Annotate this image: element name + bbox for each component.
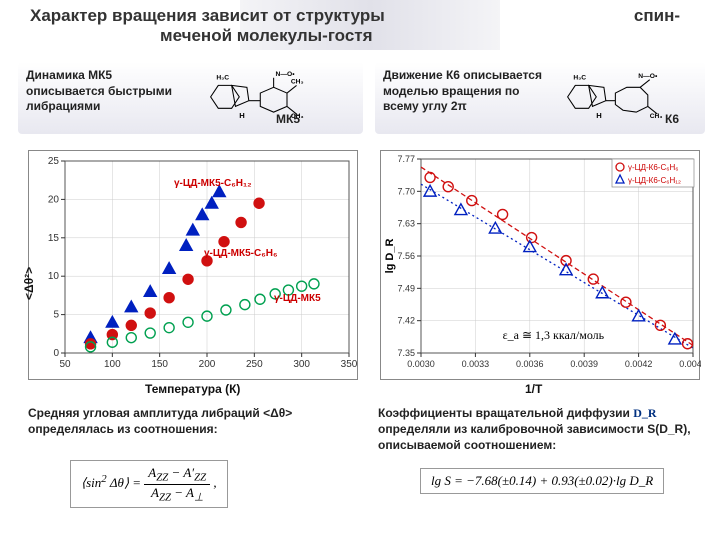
title-line1: Характер вращения зависит от структуры — [30, 6, 385, 25]
desc-box-k6: Движение К6 описывается моделью вращения… — [375, 62, 705, 134]
svg-text:γ-ЦД-МК5-C₆H₆: γ-ЦД-МК5-C₆H₆ — [204, 248, 278, 259]
svg-text:0.0033: 0.0033 — [462, 359, 490, 369]
desc-box-mk5: Динамика МК5 описывается быстрыми либрац… — [18, 62, 363, 134]
desc-k6-text: Движение К6 описывается моделью вращения… — [383, 68, 553, 115]
svg-text:20: 20 — [48, 194, 60, 205]
svg-text:0.0036: 0.0036 — [516, 359, 544, 369]
bottom-text-1: Средняя угловая амплитуда либраций <Δθ> … — [28, 405, 358, 437]
svg-text:CH₃: CH₃ — [291, 79, 304, 86]
svg-text:H: H — [239, 111, 245, 120]
title-line2: меченой молекулы-гостя — [160, 26, 373, 45]
molecule-k6: H H₃C N—O• CH₃ — [560, 66, 665, 122]
bt2b: D_R — [633, 406, 656, 420]
svg-text:50: 50 — [59, 359, 71, 370]
svg-text:0.0030: 0.0030 — [407, 359, 435, 369]
svg-text:γ-ЦД-МК5: γ-ЦД-МК5 — [274, 293, 321, 304]
svg-text:100: 100 — [104, 359, 121, 370]
chart-libration: 50 100 150 200 250 300 350 0 5 10 15 20 25 γ-ЦД-МК5-C… — [28, 150, 358, 380]
svg-text:150: 150 — [151, 359, 168, 370]
svg-text:7.35: 7.35 — [397, 348, 415, 358]
chart2-xlabel: 1/T — [525, 382, 542, 396]
svg-text:H: H — [596, 111, 602, 120]
svg-text:γ-ЦД-МК5-C₆H₁₂: γ-ЦД-МК5-C₆H₁₂ — [174, 178, 252, 189]
svg-text:15: 15 — [48, 233, 60, 244]
svg-text:300: 300 — [293, 359, 310, 370]
svg-text:7.63: 7.63 — [397, 219, 415, 229]
molecule-k6-svg: H H₃C N—O• CH₃ — [560, 66, 665, 122]
svg-text:γ-ЦД-К6-C₆H₁₂: γ-ЦД-К6-C₆H₁₂ — [628, 176, 681, 185]
mol-label-mk5: МК5 — [276, 112, 300, 128]
svg-text:7.70: 7.70 — [397, 186, 415, 196]
svg-text:7.49: 7.49 — [397, 283, 415, 293]
bt2c: определяли из калибровочной зависимости … — [378, 422, 691, 452]
svg-text:N—O•: N—O• — [638, 73, 658, 80]
svg-text:7.77: 7.77 — [397, 154, 415, 164]
svg-text:0.0039: 0.0039 — [570, 359, 598, 369]
formula-1: ⟨sin2 Δθ⟩ = AZZ − A′ZZ AZZ − A⊥ , — [70, 460, 228, 508]
svg-text:5: 5 — [53, 310, 59, 321]
svg-text:γ-ЦД-К6-C₆H₆: γ-ЦД-К6-C₆H₆ — [628, 163, 678, 172]
chart1-xlabel: Температура (К) — [145, 382, 240, 396]
chart1-ylabel: <Δθ²> — [22, 267, 36, 300]
svg-text:lg D_R: lg D_R — [384, 239, 396, 274]
chart2-svg: 0.0030 0.0033 0.0036 0.0039 0.0042 0.0045 7.35… — [381, 151, 701, 381]
svg-text:350: 350 — [341, 359, 358, 370]
mol-label-k6: К6 — [665, 112, 679, 128]
svg-text:N—O•: N—O• — [276, 71, 296, 78]
svg-text:200: 200 — [199, 359, 216, 370]
page-title: Характер вращения зависит от структуры м… — [30, 6, 690, 46]
svg-text:7.42: 7.42 — [397, 316, 415, 326]
chart1-svg: 50 100 150 200 250 300 350 0 5 10 15 20 25 γ-ЦД-МК5-C… — [29, 151, 359, 381]
svg-text:ε_a ≅ 1,3 ккал/моль: ε_a ≅ 1,3 ккал/моль — [503, 328, 605, 342]
desc-mk5-text: Динамика МК5 описывается быстрыми либрац… — [26, 68, 176, 115]
svg-text:0.0045: 0.0045 — [679, 359, 701, 369]
bottom-text-2: Коэффициенты вращательной диффузии D_R о… — [378, 405, 708, 454]
svg-text:7.56: 7.56 — [397, 251, 415, 261]
svg-text:250: 250 — [246, 359, 263, 370]
formula-2: lg S = −7.68(±0.14) + 0.93(±0.02)·lg D_R — [420, 468, 664, 494]
bt2a: Коэффициенты вращательной диффузии — [378, 406, 633, 420]
svg-text:H₃C: H₃C — [573, 75, 586, 82]
svg-text:0.0042: 0.0042 — [625, 359, 653, 369]
svg-text:0: 0 — [53, 348, 59, 359]
svg-text:H₃C: H₃C — [216, 75, 229, 82]
title-right: спин- — [634, 6, 680, 26]
svg-text:10: 10 — [48, 271, 60, 282]
svg-text:25: 25 — [48, 156, 60, 167]
svg-text:CH₃: CH₃ — [650, 113, 663, 120]
chart-arrhenius: 0.0030 0.0033 0.0036 0.0039 0.0042 0.0045 7.35… — [380, 150, 700, 380]
